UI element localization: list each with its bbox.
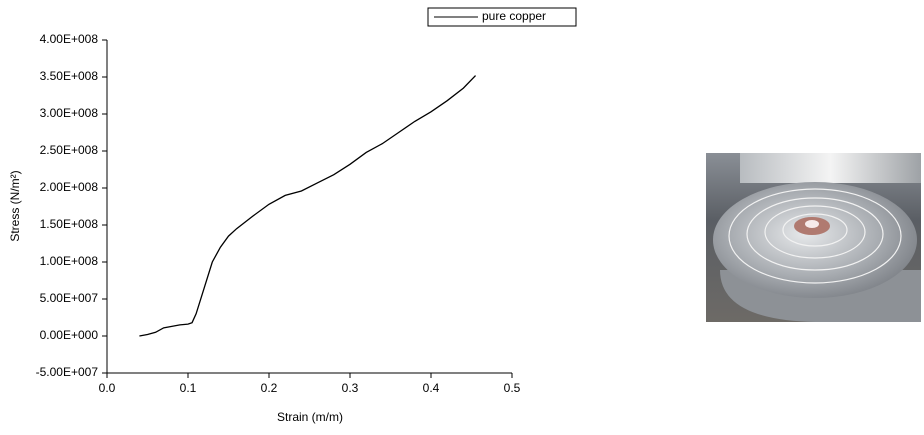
y-tick-label: 4.00E+008 [40,32,99,46]
x-tick-label: 0.4 [423,381,440,395]
y-tick-label: 0.00E+000 [40,328,99,342]
x-tick-label: 0.5 [504,381,521,395]
y-axis-title: Stress (N/m²) [8,170,22,241]
y-tick-label: 1.50E+008 [40,217,99,231]
x-tick-label: 0.1 [180,381,197,395]
legend: pure copper [427,7,577,27]
y-tick-label: 5.00E+007 [40,291,99,305]
x-tick-label: 0.0 [99,381,116,395]
y-tick-label: 2.50E+008 [40,143,99,157]
legend-label: pure copper [482,9,546,23]
legend-box [427,7,577,27]
y-tick-label: -5.00E+007 [36,365,99,379]
x-tick-label: 0.2 [261,381,278,395]
y-tick-label: 3.50E+008 [40,69,99,83]
y-tick-label: 2.00E+008 [40,180,99,194]
data-line [139,75,477,337]
y-tick-label: 1.00E+008 [40,254,99,268]
photo [706,153,921,322]
x-tick-label: 0.3 [342,381,359,395]
x-axis-title: Strain (m/m) [277,410,343,424]
y-tick-label: 3.00E+008 [40,106,99,120]
